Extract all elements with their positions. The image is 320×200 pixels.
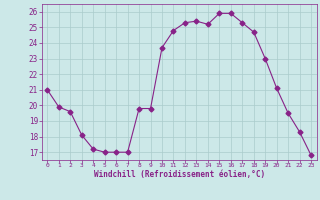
X-axis label: Windchill (Refroidissement éolien,°C): Windchill (Refroidissement éolien,°C) <box>94 170 265 179</box>
